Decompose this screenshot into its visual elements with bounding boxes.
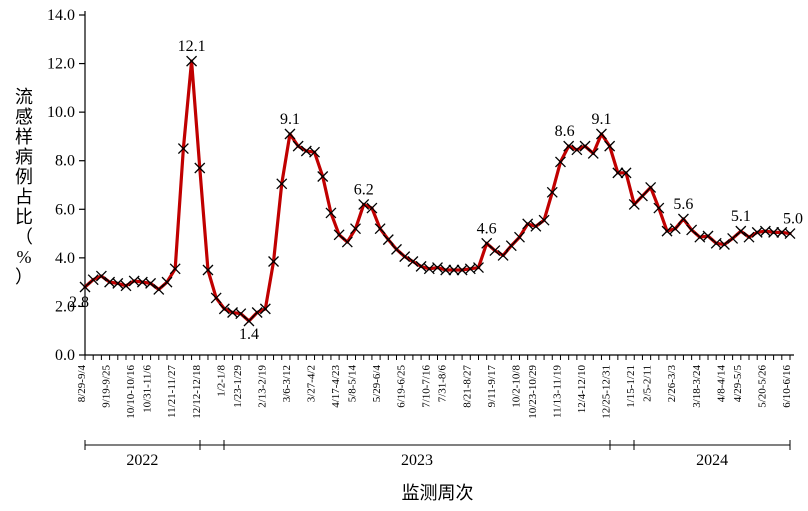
x-tick-label: 10/23-10/29 [527,365,539,419]
y-tick-label: 6.0 [55,201,75,218]
x-tick-label: 9/19-9/25 [101,365,113,408]
x-tick-label: 7/31-8/6 [437,365,449,403]
x-tick-label: 10/2-10/8 [510,365,522,408]
data-annotation: 9.1 [280,111,300,128]
y-tick-label: 14.0 [47,7,75,24]
y-axis-label: 流感样病例占比（%） [15,87,33,287]
x-tick-label: 12/4-12/10 [576,365,588,414]
x-tick-label: 3/27-4/2 [306,365,318,402]
y-tick-label: 10.0 [47,104,75,121]
data-annotation: 5.0 [783,211,803,228]
series-marker [342,237,352,247]
data-annotation: 8.6 [555,123,575,140]
x-tick-label: 1/2-1/8 [215,365,227,397]
x-tick-label: 10/10-10/16 [125,365,137,419]
year-band-label: 2023 [401,452,433,469]
data-annotation: 4.6 [477,220,497,237]
x-tick-label: 2/13-2/19 [256,365,268,408]
x-tick-label: 4/17-4/23 [330,365,342,408]
year-band-label: 2022 [126,452,158,469]
data-annotation: 5.6 [673,196,693,213]
x-tick-label: 5/20-5/26 [756,365,768,408]
line-chart: 0.02.04.06.08.010.012.014.08/29-9/49/19-… [0,0,808,511]
y-tick-label: 8.0 [55,153,75,170]
x-tick-label: 8/29-9/4 [76,365,88,403]
year-band-label: 2024 [696,452,728,469]
x-tick-label: 1/15-1/21 [625,365,637,408]
series-line [85,61,790,321]
data-annotation: 12.1 [178,38,206,55]
series-marker [383,235,393,245]
data-annotation: 1.4 [239,326,259,343]
x-axis-label: 监测周次 [402,483,474,503]
x-tick-label: 7/10-7/16 [420,365,432,408]
series-marker [514,232,524,242]
series-marker [736,226,746,236]
series-marker [678,214,688,224]
x-tick-label: 3/6-3/12 [281,365,293,402]
x-tick-label: 12/12-12/18 [191,365,203,419]
series-marker [162,277,172,287]
x-tick-label: 5/8-5/14 [347,365,359,403]
x-tick-label: 10/31-11/6 [142,365,154,413]
data-annotation: 5.1 [731,208,751,225]
y-tick-label: 12.0 [47,56,75,73]
x-tick-label: 9/11-9/17 [486,365,498,408]
x-tick-label: 5/29-6/4 [371,365,383,403]
y-tick-label: 0.0 [55,347,75,364]
data-annotation: 9.1 [591,111,611,128]
x-tick-label: 12/25-12/31 [601,365,613,419]
x-tick-label: 6/19-6/25 [396,365,408,408]
x-tick-label: 8/21-8/27 [461,365,473,408]
y-tick-label: 4.0 [55,250,75,267]
x-tick-label: 6/10-6/16 [781,365,793,408]
x-tick-label: 2/26-3/3 [666,365,678,403]
x-tick-label: 2/5-2/11 [642,365,654,402]
x-tick-label: 11/21-11/27 [166,365,178,418]
x-tick-label: 1/23-1/29 [232,365,244,408]
x-tick-label: 11/13-11/19 [551,365,563,418]
data-annotation: 6.2 [354,181,374,198]
x-tick-label: 4/8-4/14 [715,365,727,403]
x-tick-label: 4/29-5/5 [732,365,744,403]
x-tick-label: 3/18-3/24 [691,365,703,408]
data-annotation: 2.8 [69,294,89,311]
